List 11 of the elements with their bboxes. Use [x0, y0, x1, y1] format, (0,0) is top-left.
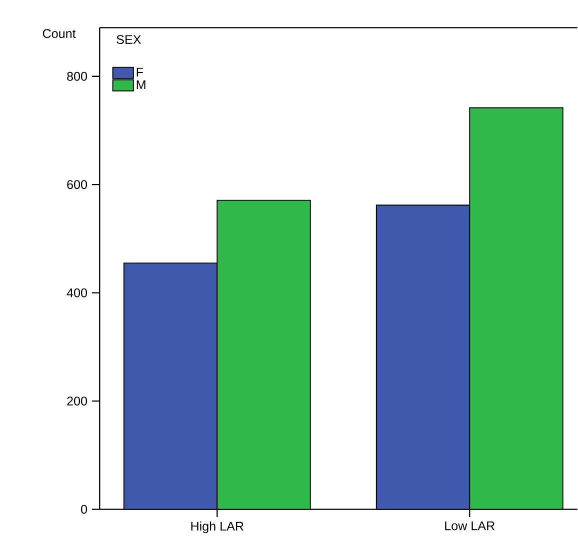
y-tick-label: 0 — [81, 504, 88, 514]
y-tick-label: 800 — [67, 72, 88, 81]
x-tick-label: Low LAR — [445, 521, 495, 530]
y-tick-label: 600 — [67, 180, 88, 189]
legend-label: M — [136, 80, 146, 89]
y-tick-label: 400 — [66, 288, 88, 298]
y-axis-title: Count — [42, 28, 76, 38]
legend-title: SEX — [116, 34, 142, 44]
y-tick-label: 200 — [67, 396, 88, 406]
x-tick-label: High LAR — [191, 521, 244, 533]
legend-label: F — [136, 68, 144, 76]
